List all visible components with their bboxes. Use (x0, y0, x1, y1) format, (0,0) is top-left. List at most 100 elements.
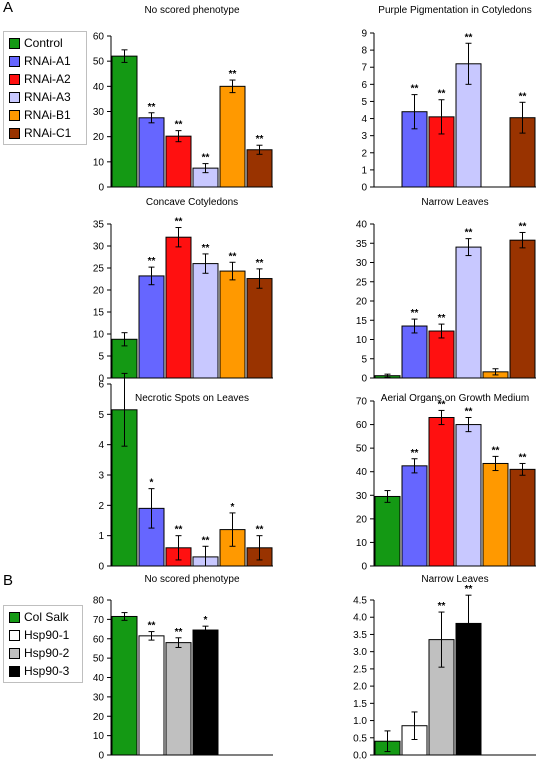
legend-label: Control (24, 36, 63, 50)
y-tick-label: 35 (356, 239, 368, 250)
bar-hsp90-2 (165, 642, 192, 756)
significance-label: ** (411, 448, 419, 459)
bar-rnai-a1 (401, 325, 428, 379)
y-tick-label: 60 (356, 420, 368, 431)
bar-rnai-a1 (401, 465, 428, 567)
bar-rnai-a3 (455, 246, 482, 379)
y-tick-label: 10 (93, 731, 105, 742)
significance-label: ** (148, 256, 156, 267)
legend-item: Col Salk (4, 608, 82, 626)
significance-label: * (150, 478, 154, 489)
y-tick-label: 20 (93, 286, 105, 297)
y-tick-label: 0.5 (353, 733, 367, 744)
y-tick-label: 0 (98, 374, 104, 385)
y-tick-label: 80 (93, 596, 105, 607)
legend-label: RNAi-A3 (24, 90, 71, 104)
y-tick-label: 15 (356, 316, 368, 327)
legend-swatch (9, 665, 20, 677)
legend-item: RNAi-A1 (4, 52, 86, 70)
chart-title: Concave Cotyledons (146, 197, 238, 208)
y-tick-label: 6 (98, 380, 104, 391)
y-tick-label: 30 (93, 692, 105, 703)
y-tick-label: 35 (93, 220, 105, 231)
bar-rnai-b1 (219, 85, 246, 188)
legend-swatch (9, 37, 20, 49)
y-tick-label: 60 (93, 32, 105, 43)
legend-item: Hsp90-1 (4, 626, 82, 644)
chart-title: Narrow Leaves (421, 197, 488, 208)
significance-label: ** (438, 89, 446, 100)
significance-label: ** (256, 134, 264, 145)
y-tick-label: 3.0 (353, 647, 367, 658)
legend-item: RNAi-B1 (4, 106, 86, 124)
significance-label: ** (465, 228, 473, 239)
bar-hsp90-3 (192, 629, 219, 756)
legend-label: RNAi-C1 (24, 126, 72, 140)
y-tick-label: 3.5 (353, 630, 367, 641)
significance-label: ** (519, 91, 527, 102)
y-tick-label: 50 (93, 57, 105, 68)
y-tick-label: 50 (93, 654, 105, 665)
y-tick-label: 2 (98, 501, 104, 512)
significance-label: ** (175, 217, 183, 228)
bar-rnai-c1 (509, 117, 536, 188)
y-tick-label: 0.0 (353, 751, 367, 760)
significance-label: ** (202, 243, 210, 254)
y-tick-label: 70 (93, 615, 105, 626)
significance-label: ** (465, 407, 473, 418)
y-tick-label: 30 (356, 258, 368, 269)
legend-label: Hsp90-3 (24, 664, 70, 678)
y-tick-label: 5 (98, 352, 104, 363)
y-tick-label: 0 (361, 183, 367, 194)
y-tick-label: 25 (356, 277, 368, 288)
y-tick-label: 5 (361, 97, 367, 108)
bar-rnai-a3 (192, 263, 219, 379)
y-tick-label: 5 (98, 410, 104, 421)
y-tick-label: 20 (356, 514, 368, 525)
bar-control (374, 495, 401, 567)
y-tick-label: 2 (361, 148, 367, 159)
significance-label: ** (175, 627, 183, 638)
y-tick-label: 20 (93, 712, 105, 723)
y-tick-label: 30 (93, 107, 105, 118)
significance-label: ** (256, 258, 264, 269)
panel-letter-a: A (3, 0, 14, 16)
legend-item: Control (4, 34, 86, 52)
y-tick-label: 0 (98, 562, 104, 573)
bar-rnai-c1 (509, 239, 536, 379)
y-tick-label: 15 (93, 308, 105, 319)
y-tick-label: 4.5 (353, 596, 367, 607)
legend-label: RNAi-B1 (24, 108, 71, 122)
bar-rnai-c1 (246, 278, 273, 379)
significance-label: ** (202, 535, 210, 546)
y-tick-label: 10 (93, 157, 105, 168)
y-tick-label: 0 (361, 562, 367, 573)
legend-label: RNAi-A2 (24, 72, 71, 86)
y-tick-label: 0 (98, 183, 104, 194)
legend-item: RNAi-A2 (4, 70, 86, 88)
chart-title: Necrotic Spots on Leaves (135, 393, 249, 404)
legend-swatch (9, 629, 20, 641)
significance-label: ** (148, 102, 156, 113)
legend-item: Hsp90-2 (4, 644, 82, 662)
significance-label: * (204, 615, 208, 626)
y-tick-label: 2.5 (353, 664, 367, 675)
legend-swatch (9, 91, 20, 103)
bar-rnai-a2 (428, 417, 455, 567)
y-tick-label: 0 (361, 374, 367, 385)
bar-rnai-a1 (138, 275, 165, 379)
significance-label: ** (465, 32, 473, 43)
bar-rnai-b1 (219, 270, 246, 379)
y-tick-label: 10 (93, 330, 105, 341)
y-tick-label: 2.0 (353, 682, 367, 693)
significance-label: ** (438, 313, 446, 324)
y-tick-label: 8 (361, 46, 367, 57)
y-tick-label: 10 (356, 335, 368, 346)
y-tick-label: 60 (93, 634, 105, 645)
chart-title: No scored phenotype (144, 5, 240, 16)
y-tick-label: 0 (98, 751, 104, 760)
significance-label: ** (175, 120, 183, 131)
y-tick-label: 4.0 (353, 613, 367, 624)
legend-label: RNAi-A1 (24, 54, 71, 68)
